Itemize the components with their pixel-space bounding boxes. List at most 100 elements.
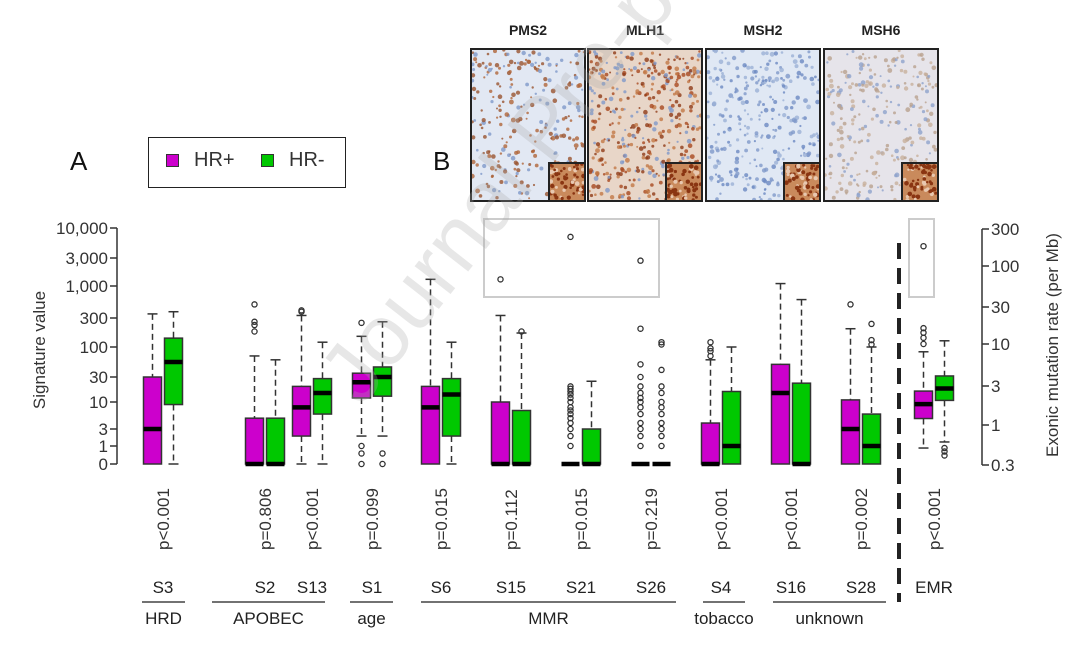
box-s4-hr-pos-outlier <box>707 345 714 352</box>
box-s1-hr-pos-outlier <box>358 319 365 327</box>
box-emr-hr-pos-outlier <box>920 334 927 342</box>
box-s4-hr-pos-outlier <box>707 338 714 346</box>
ihc-inset-pms2 <box>548 162 584 200</box>
box-s21-hr-pos-outlier <box>567 410 574 418</box>
p-value-s4: p<0.001 <box>712 488 731 550</box>
box-s28-hr-pos-box <box>840 399 861 465</box>
box-s26-hr-neg-outlier <box>658 404 665 411</box>
ihc-title-pms2: PMS2 <box>508 22 548 38</box>
signature-label-s16: S16 <box>776 578 806 597</box>
box-s26-hr-pos-outlier <box>637 432 644 440</box>
box-s6-hr-neg-box <box>441 377 462 437</box>
ihc-image-pms2 <box>470 48 586 202</box>
box-s26-hr-pos-outlier <box>637 383 644 390</box>
y-tick-label-right: 30 <box>991 298 1010 317</box>
box-s21-hr-neg-box <box>581 428 602 465</box>
box-s26-hr-neg-outlier <box>658 410 665 418</box>
p-value-s21: p=0.015 <box>572 488 591 550</box>
box-s4-hr-neg-box <box>721 390 742 465</box>
p-value-emr: p<0.001 <box>925 488 944 550</box>
box-s26-hr-pos-outlier <box>637 419 644 427</box>
y-tick-label-left: 100 <box>80 338 108 357</box>
ihc-title-msh2: MSH2 <box>743 22 783 38</box>
ihc-image-mlh1 <box>587 48 703 202</box>
box-s26-hr-pos-outlier <box>637 257 644 264</box>
y-tick-label-left: 0 <box>99 455 108 474</box>
box-s26-hr-neg-outlier <box>658 383 665 390</box>
category-label-unknown: unknown <box>795 609 863 628</box>
y-tick-label-left: 10 <box>89 393 108 412</box>
p-value-s3: p<0.001 <box>154 488 173 550</box>
box-s13-hr-pos-outlier <box>298 307 305 314</box>
ihc-image-msh6 <box>823 48 939 202</box>
p-value-s26: p=0.219 <box>642 488 661 550</box>
box-s2-hr-pos-box <box>244 417 265 465</box>
box-s2-hr-pos-outlier <box>251 321 258 329</box>
box-s26-hr-neg-outlier <box>658 398 665 406</box>
y-tick-label-right: 3 <box>991 377 1000 396</box>
p-value-s6: p=0.015 <box>432 488 451 550</box>
box-s13-hr-neg-box <box>312 377 333 415</box>
p-value-s13: p<0.001 <box>303 488 322 550</box>
box-s21-hr-pos-outlier <box>567 233 574 241</box>
box-s2-hr-pos-outlier <box>251 301 258 308</box>
box-s28-hr-neg-outlier <box>868 341 875 348</box>
y-tick-label-left: 1 <box>99 437 108 456</box>
box-s16-hr-pos-box <box>770 363 791 465</box>
y-tick-label-left: 1,000 <box>65 277 108 296</box>
box-s26-hr-neg-outlier <box>658 419 665 427</box>
box-s4-hr-pos-box <box>700 422 721 465</box>
box-s6-hr-pos-box <box>420 385 441 465</box>
box-s15-hr-neg-outlier <box>518 328 525 335</box>
box-s21-hr-pos-outlier <box>567 398 574 406</box>
y-axis-label-right: Exonic mutation rate (per Mb) <box>1043 233 1062 457</box>
box-emr-hr-pos-outlier <box>920 242 927 250</box>
signature-label-s26: S26 <box>636 578 666 597</box>
box-s26-hr-pos-outlier <box>637 410 644 418</box>
p-value-s28: p=0.002 <box>852 488 871 550</box>
signature-label-s28: S28 <box>846 578 876 597</box>
box-s26-hr-pos-outlier <box>637 398 644 406</box>
box-s28-hr-neg-box <box>861 413 882 465</box>
category-label-apobec: APOBEC <box>233 609 304 628</box>
signature-label-s1: S1 <box>362 578 383 597</box>
box-s1-hr-pos-outlier <box>358 460 365 468</box>
box-s26-hr-pos-outlier <box>637 389 644 397</box>
legend-swatch-hr-neg <box>261 154 274 167</box>
panel-b-label: B <box>433 146 451 176</box>
box-s26-hr-pos-outlier <box>637 425 644 433</box>
box-emr-hr-pos-outlier <box>920 340 927 348</box>
ihc-title-msh6: MSH6 <box>861 22 901 38</box>
signature-label-s13: S13 <box>297 578 327 597</box>
signature-label-s3: S3 <box>153 578 174 597</box>
box-s1-hr-neg-box <box>372 366 393 397</box>
box-s21-hr-pos-outlier <box>567 414 574 422</box>
category-label-mmr: MMR <box>528 609 569 628</box>
signature-label-s15: S15 <box>496 578 526 597</box>
box-s28-hr-pos-outlier <box>847 301 854 308</box>
box-s2-hr-pos-outlier <box>251 328 258 335</box>
ihc-image-msh2 <box>705 48 821 202</box>
y-tick-label-right: 1 <box>991 416 1000 435</box>
box-s1-hr-pos-box <box>351 372 372 399</box>
box-s28-hr-neg-outlier <box>868 336 875 344</box>
box-s15-hr-pos-box <box>490 401 511 465</box>
signature-label-s2: S2 <box>255 578 276 597</box>
box-emr-hr-neg-outlier <box>941 452 948 459</box>
p-value-s2: p=0.806 <box>256 488 275 550</box>
y-tick-label-right: 300 <box>991 220 1019 239</box>
legend: HR+ HR- <box>148 137 346 188</box>
y-tick-label-left: 3 <box>99 420 108 439</box>
box-s26-hr-neg-outlier <box>658 389 665 397</box>
box-s26-hr-pos-outlier <box>637 373 644 381</box>
box-s15-hr-neg-box <box>511 409 532 465</box>
y-tick-label-left: 30 <box>89 368 108 387</box>
ihc-title-mlh1: MLH1 <box>625 22 665 38</box>
box-s21-hr-pos-outlier <box>567 383 574 390</box>
box-s21-hr-pos-outlier <box>567 425 574 433</box>
box-s21-hr-pos-outlier <box>567 432 574 440</box>
p-value-s16: p<0.001 <box>782 488 801 550</box>
box-s1-hr-neg-outlier <box>379 460 386 468</box>
box-s21-hr-pos-outlier <box>567 385 574 393</box>
